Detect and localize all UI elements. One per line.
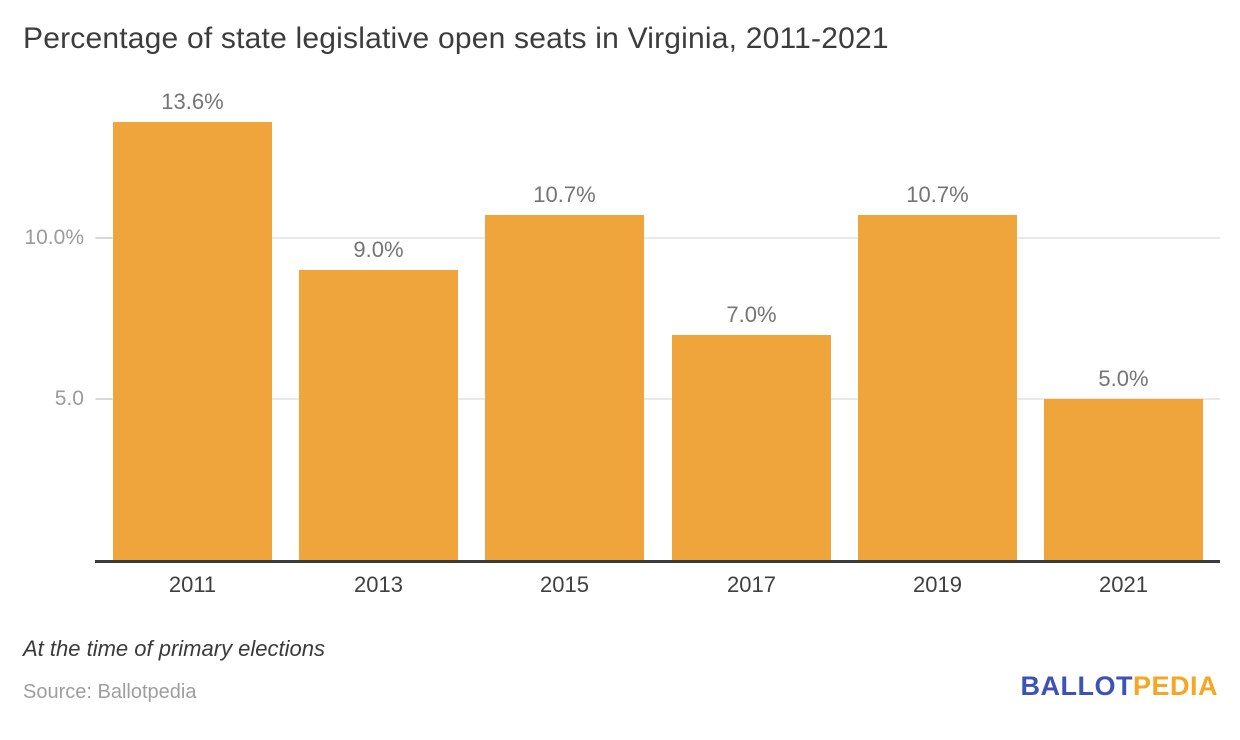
chart-title: Percentage of state legislative open sea… bbox=[23, 22, 889, 55]
x-axis-label-2015: 2015 bbox=[540, 572, 589, 597]
y-axis-tick-10 bbox=[96, 237, 112, 239]
gridline-10 bbox=[95, 237, 1220, 239]
bar-2019 bbox=[858, 215, 1017, 560]
y-axis-label-10: 10.0% bbox=[24, 226, 84, 249]
logo-text-ballot: BALLOT bbox=[1020, 671, 1133, 701]
bar-chart-plot-area: 5.0 10.0% 13.6% 2011 9.0% 2013 10.7% 2015 7.0% 20… bbox=[24, 89, 1220, 597]
bar-2021 bbox=[1044, 399, 1203, 560]
chart-footnote: At the time of primary elections bbox=[23, 636, 326, 661]
gridline-5 bbox=[95, 398, 1220, 400]
bar-2013 bbox=[299, 270, 458, 560]
value-label-2017: 7.0% bbox=[726, 302, 777, 327]
y-axis-label-5: 5.0 bbox=[54, 387, 84, 410]
bar-2015 bbox=[485, 215, 644, 560]
x-axis-label-2021: 2021 bbox=[1099, 572, 1148, 597]
y-axis-tick-5 bbox=[96, 398, 112, 400]
value-label-2013: 9.0% bbox=[353, 237, 404, 262]
value-label-2019: 10.7% bbox=[906, 182, 969, 207]
logo-text-pedia: PEDIA bbox=[1132, 671, 1218, 701]
ballotpedia-logo: BALLOTPEDIA bbox=[1020, 671, 1218, 702]
bar-2017 bbox=[672, 335, 831, 560]
x-axis-label-2019: 2019 bbox=[913, 572, 962, 597]
x-axis-label-2017: 2017 bbox=[727, 572, 776, 597]
value-label-2021: 5.0% bbox=[1098, 366, 1149, 391]
x-axis-label-2011: 2011 bbox=[168, 572, 217, 597]
bar-2011 bbox=[113, 122, 272, 560]
x-axis-line bbox=[95, 560, 1220, 563]
x-axis-label-2013: 2013 bbox=[354, 572, 403, 597]
value-label-2011: 13.6% bbox=[161, 89, 224, 114]
value-label-2015: 10.7% bbox=[533, 182, 596, 207]
source-attribution: Source: Ballotpedia bbox=[23, 681, 197, 703]
